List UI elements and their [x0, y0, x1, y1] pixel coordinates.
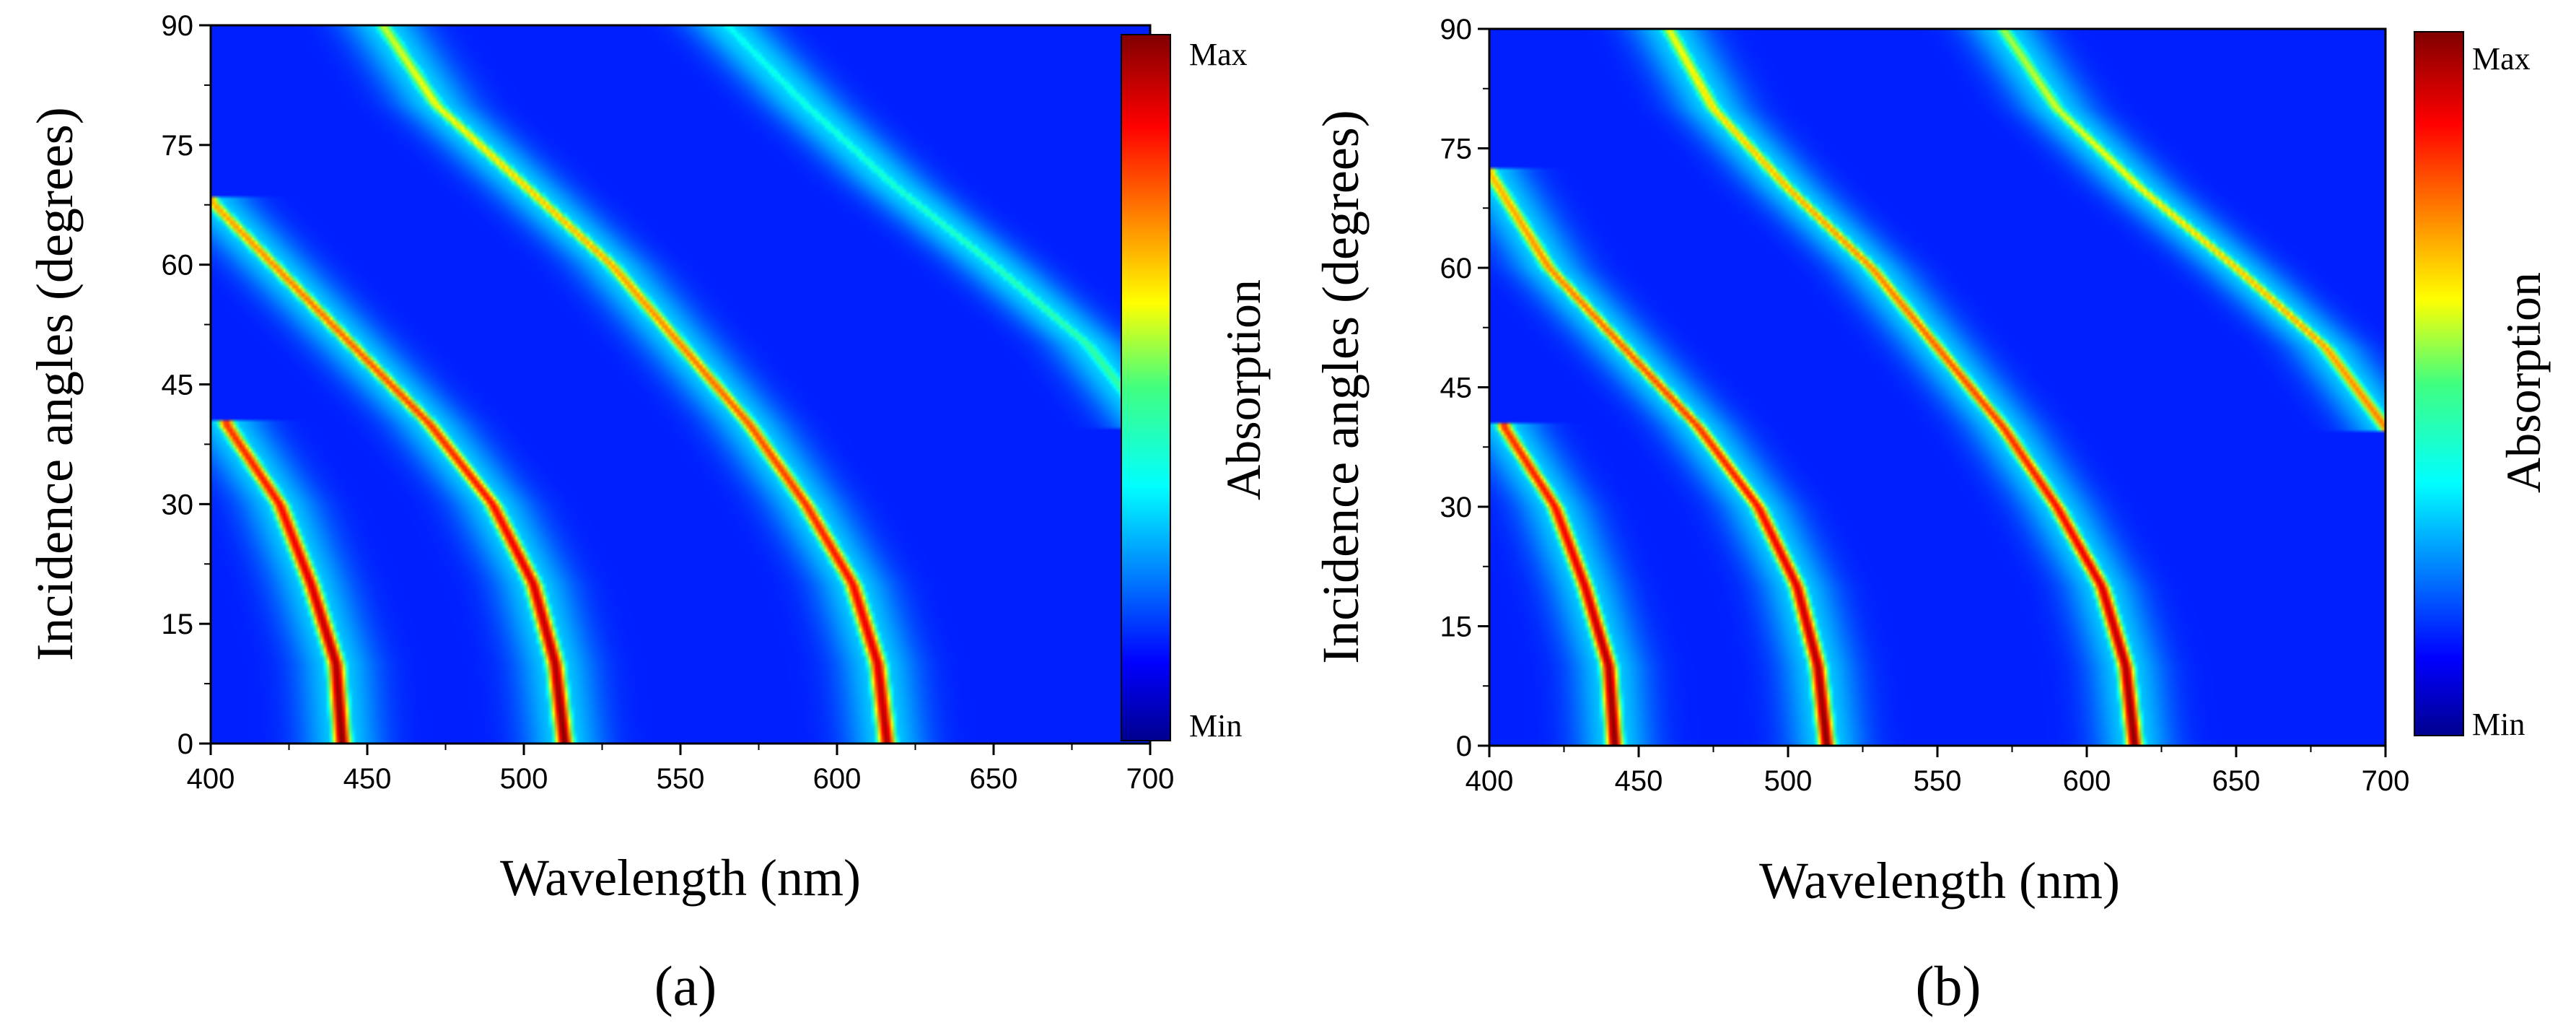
y-tick-label-a-45: 45	[162, 370, 194, 401]
x-axis-title-a: Wavelength (nm)	[500, 849, 861, 907]
y-tick-label-b-0: 0	[1456, 731, 1472, 762]
x-tick-label-b-500: 500	[1764, 765, 1813, 797]
colorbar-min-label-a: Min	[1189, 708, 1242, 744]
y-tick-label-a-30: 30	[162, 489, 194, 520]
y-tick-label-a-15: 15	[162, 609, 194, 640]
y-axis-title-b: Incidence angles (degrees)	[1312, 110, 1370, 664]
x-tick-label-b-550: 550	[1914, 765, 1962, 797]
x-axis-title-b: Wavelength (nm)	[1759, 852, 2120, 910]
y-tick-label-b-45: 45	[1440, 372, 1473, 404]
x-ticks-a: 400 450 500 550 600 650 700	[187, 744, 1175, 795]
x-tick-label-b-700: 700	[2362, 765, 2410, 797]
y-tick-label-b-90: 90	[1440, 14, 1473, 45]
x-tick-label-a-600: 600	[813, 763, 862, 795]
colorbar-title-b: Absorption	[2496, 272, 2551, 493]
panel-label-a: (a)	[654, 954, 717, 1017]
y-tick-label-a-75: 75	[162, 130, 194, 162]
x-tick-label-b-450: 450	[1615, 765, 1663, 797]
y-tick-label-b-75: 75	[1440, 134, 1473, 165]
x-tick-label-b-400: 400	[1466, 765, 1514, 797]
colorbar-b	[2414, 31, 2464, 736]
y-tick-label-a-90: 90	[162, 10, 194, 42]
x-tick-label-a-550: 550	[657, 763, 705, 795]
colorbar-max-label-a: Max	[1189, 37, 1248, 72]
panel-label-b: (b)	[1916, 954, 1981, 1017]
panel-a: 400 450 500 550 600 650 700 0 15 30 45 60 75 90 Wave…	[26, 10, 1271, 1017]
x-tick-label-a-650: 650	[970, 763, 1018, 795]
x-tick-label-a-400: 400	[187, 763, 235, 795]
colorbar-a	[1121, 34, 1171, 741]
y-ticks-a: 0 15 30 45 60 75 90	[162, 10, 211, 760]
heatmap-b	[1489, 29, 2386, 746]
y-ticks-b: 0 15 30 45 60 75 90	[1440, 14, 1489, 762]
colorbar-max-label-b: Max	[2472, 41, 2531, 77]
panel-b: 400 450 500 550 600 650 700 0 15 30 45 60 75 90 Wave…	[1312, 14, 2551, 1017]
x-ticks-b: 400 450 500 550 600 650 700	[1466, 746, 2410, 797]
y-axis-title-a: Incidence angles (degrees)	[26, 107, 84, 661]
y-tick-label-a-60: 60	[162, 250, 194, 282]
y-tick-label-a-0: 0	[178, 728, 193, 760]
y-tick-label-b-15: 15	[1440, 611, 1473, 643]
x-tick-label-a-450: 450	[343, 763, 392, 795]
colorbar-min-label-b: Min	[2472, 707, 2525, 742]
x-tick-label-a-700: 700	[1126, 763, 1175, 795]
x-tick-label-b-650: 650	[2212, 765, 2261, 797]
x-tick-label-b-600: 600	[2063, 765, 2111, 797]
x-tick-label-a-500: 500	[500, 763, 548, 795]
y-tick-label-b-30: 30	[1440, 492, 1473, 523]
heatmap-a	[211, 25, 1150, 744]
colorbar-title-a: Absorption	[1216, 279, 1271, 500]
y-tick-label-b-60: 60	[1440, 253, 1473, 284]
